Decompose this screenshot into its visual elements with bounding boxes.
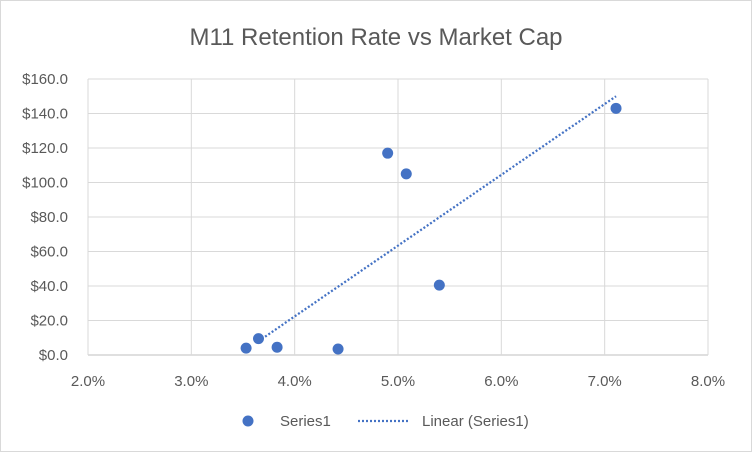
x-tick-label: 4.0% [278, 373, 312, 390]
y-tick-label: $0.0 [39, 347, 68, 364]
y-tick-label: $120.0 [22, 140, 68, 157]
y-tick-label: $60.0 [30, 244, 68, 261]
data-point [271, 341, 283, 353]
data-point [332, 343, 344, 355]
x-axis-tick-labels: 2.0% 3.0% 4.0% 5.0% 6.0% 7.0% 8.0% [71, 373, 725, 390]
x-tick-label: 6.0% [484, 373, 518, 390]
x-tick-label: 5.0% [381, 373, 415, 390]
data-point [400, 168, 412, 180]
chart-title: M11 Retention Rate vs Market Cap [189, 24, 562, 51]
legend: Series1 Linear (Series1) [242, 413, 529, 430]
x-gridlines [87, 79, 709, 355]
x-tick-label: 2.0% [71, 373, 105, 390]
trendline [257, 95, 617, 343]
data-point [382, 147, 394, 159]
x-tick-label: 8.0% [691, 373, 725, 390]
y-tick-label: $80.0 [30, 209, 68, 226]
y-tick-label: $40.0 [30, 278, 68, 295]
y-tick-label: $140.0 [22, 106, 68, 123]
legend-series1-marker [242, 415, 254, 427]
legend-series1-label: Series1 [280, 413, 331, 430]
legend-trendline-label: Linear (Series1) [422, 413, 529, 430]
trendline-line [257, 95, 617, 343]
data-point [610, 102, 622, 114]
y-tick-label: $20.0 [30, 313, 68, 330]
data-point [253, 333, 264, 345]
data-point [240, 342, 252, 354]
y-axis-tick-labels: $0.0 $20.0 $40.0 $60.0 $80.0 $100.0 $120.0 $140… [22, 71, 68, 364]
data-points [240, 102, 622, 355]
data-point [433, 279, 445, 291]
y-tick-label: $160.0 [22, 71, 68, 88]
x-tick-label: 7.0% [588, 373, 622, 390]
x-tick-label: 3.0% [174, 373, 208, 390]
y-tick-label: $100.0 [22, 175, 68, 192]
